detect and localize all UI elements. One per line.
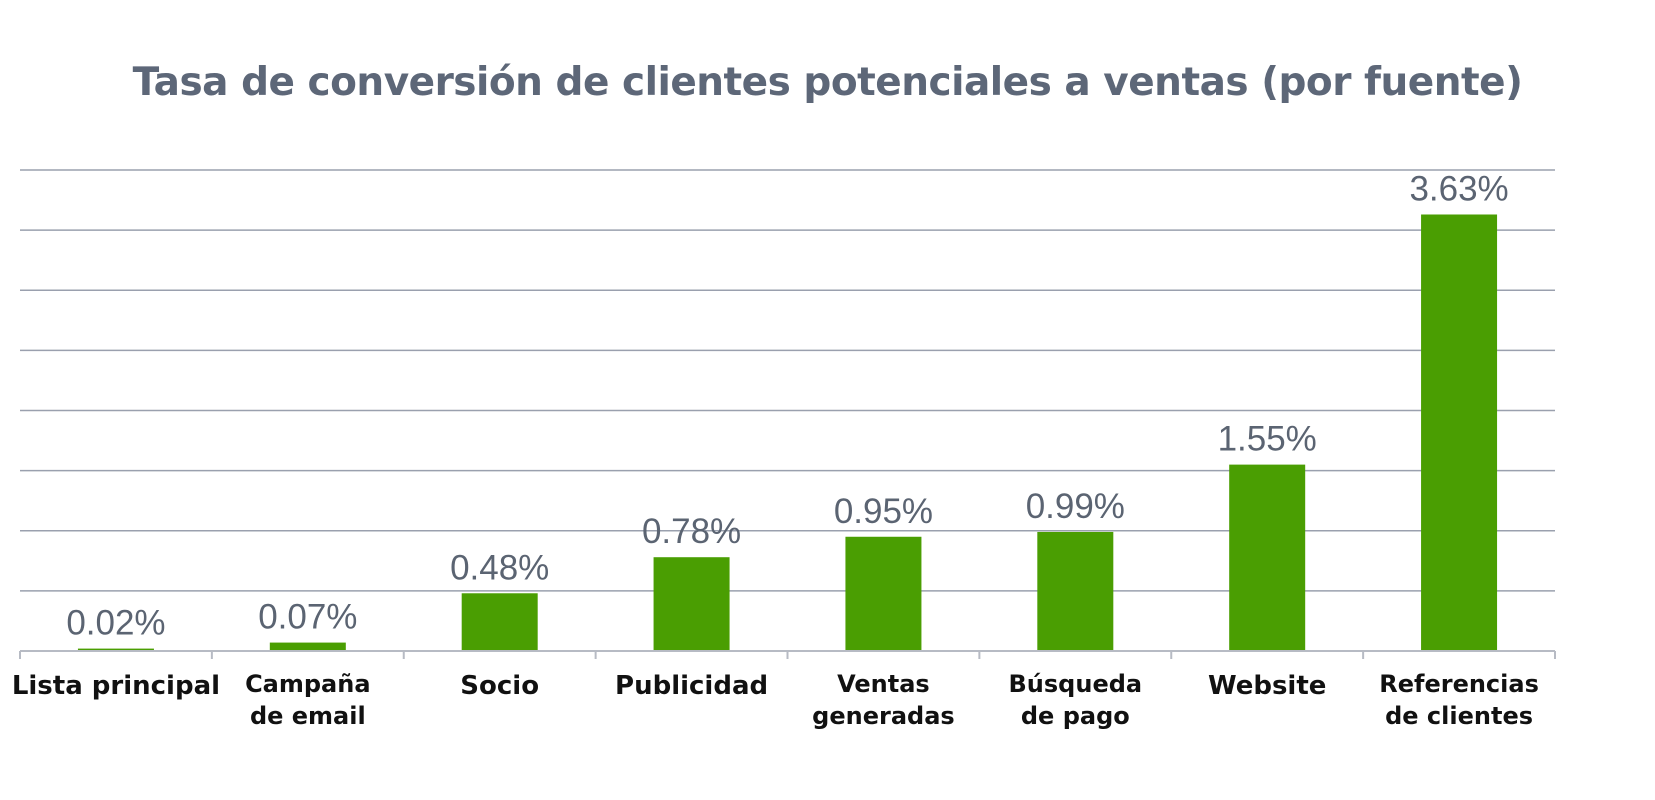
x-tick-label: Socio <box>460 671 539 701</box>
bar <box>1037 531 1114 651</box>
bar <box>1229 464 1306 651</box>
x-tick-label: Campaña de email <box>245 670 370 730</box>
bar <box>77 648 154 651</box>
x-axis <box>19 650 1556 659</box>
bars <box>77 214 1498 651</box>
x-tick-label: Publicidad <box>615 671 768 701</box>
x-tick-label: Búsqueda de pago <box>1009 670 1143 730</box>
data-labels: 0.02% 0.07% 0.48% 0.78% 0.95% 0.99% 1.55% 3.63% <box>66 169 1508 642</box>
bar <box>845 536 922 651</box>
data-label: 3.63% <box>1409 169 1508 208</box>
data-label: 1.55% <box>1218 420 1317 459</box>
x-tick-label: Ventas generadas <box>812 670 955 730</box>
x-tick-label: Lista principal <box>12 671 220 701</box>
data-label: 0.78% <box>642 512 741 551</box>
data-label: 0.99% <box>1026 487 1125 526</box>
data-label: 0.48% <box>450 548 549 587</box>
x-tick-label: Website <box>1208 671 1326 701</box>
category-labels: Lista principal Campaña de email Socio Publi… <box>12 670 1539 730</box>
data-label: 0.02% <box>66 604 165 643</box>
x-tick-label: Referencias de clientes <box>1379 670 1539 730</box>
chart-title: Tasa de conversión de clientes potencial… <box>132 60 1523 105</box>
data-label: 0.07% <box>258 598 357 637</box>
data-label: 0.95% <box>834 492 933 531</box>
bar <box>653 557 730 651</box>
gridlines <box>20 169 1555 592</box>
bar <box>269 642 346 651</box>
bar <box>461 593 538 651</box>
bar <box>1421 214 1498 651</box>
